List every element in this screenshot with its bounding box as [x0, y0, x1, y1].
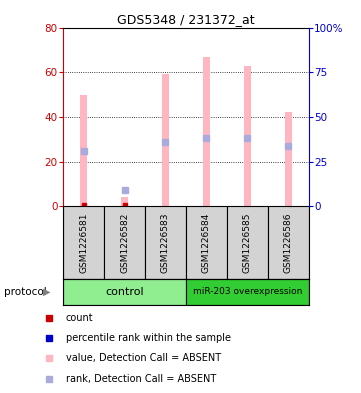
Bar — [227, 206, 268, 279]
Bar — [121, 197, 128, 206]
Text: GSM1226584: GSM1226584 — [202, 213, 211, 273]
Text: GSM1226582: GSM1226582 — [120, 213, 129, 273]
Bar — [268, 206, 309, 279]
Bar — [203, 57, 210, 206]
Text: ▶: ▶ — [43, 287, 51, 297]
Bar — [63, 279, 186, 305]
Text: protocol: protocol — [4, 287, 46, 297]
Text: rank, Detection Call = ABSENT: rank, Detection Call = ABSENT — [66, 374, 216, 384]
Text: GSM1226583: GSM1226583 — [161, 213, 170, 273]
Text: GSM1226585: GSM1226585 — [243, 213, 252, 273]
Bar — [162, 74, 169, 206]
Text: percentile rank within the sample: percentile rank within the sample — [66, 333, 231, 343]
Bar — [63, 206, 104, 279]
Bar — [284, 112, 292, 206]
Text: GSM1226586: GSM1226586 — [284, 213, 293, 273]
Text: miR-203 overexpression: miR-203 overexpression — [193, 287, 302, 296]
Bar — [186, 206, 227, 279]
Bar — [80, 95, 87, 206]
Bar — [186, 279, 309, 305]
Text: control: control — [105, 287, 144, 297]
Bar — [104, 206, 145, 279]
Text: count: count — [66, 313, 93, 323]
Bar — [244, 66, 251, 206]
Bar — [145, 206, 186, 279]
Title: GDS5348 / 231372_at: GDS5348 / 231372_at — [117, 13, 255, 26]
Text: GSM1226581: GSM1226581 — [79, 213, 88, 273]
Text: value, Detection Call = ABSENT: value, Detection Call = ABSENT — [66, 353, 221, 364]
